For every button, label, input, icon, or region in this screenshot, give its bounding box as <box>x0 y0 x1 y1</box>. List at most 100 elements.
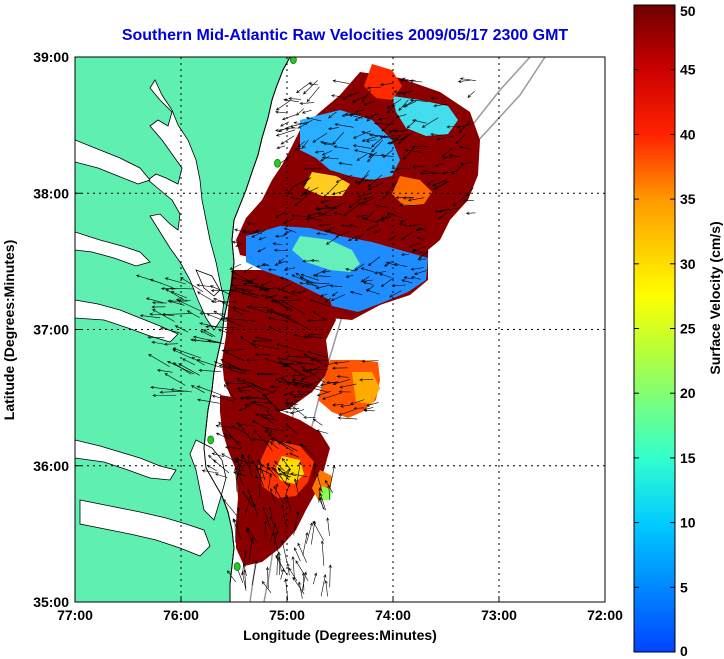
colorbar-tick-label: 15 <box>680 450 696 466</box>
velocity-arrow <box>324 229 340 235</box>
velocity-arrow <box>197 398 220 404</box>
velocity-arrow <box>410 267 424 271</box>
velocity-arrow <box>203 329 216 337</box>
velocity-arrow <box>270 523 277 543</box>
velocity-arrow <box>266 409 274 420</box>
velocity-arrow <box>324 580 328 597</box>
x-tick-label: 72:00 <box>587 607 623 623</box>
velocity-arrow <box>215 432 230 440</box>
colorbar-tick-label: 0 <box>680 643 688 659</box>
velocity-arrow <box>403 276 413 280</box>
velocity-arrow <box>254 353 271 357</box>
velocity-arrow <box>306 216 322 221</box>
velocity-arrow <box>248 537 254 562</box>
velocity-arrow <box>270 438 285 445</box>
velocity-arrow <box>299 101 315 105</box>
velocity-arrow <box>249 382 276 394</box>
velocity-arrow <box>234 228 242 232</box>
velocity-arrow <box>231 306 251 313</box>
velocity-arrow <box>277 556 281 576</box>
velocity-arrow <box>172 349 192 359</box>
velocity-arrow <box>340 224 353 228</box>
velocity-arrow <box>323 142 334 146</box>
velocity-arrow <box>275 483 279 495</box>
velocity-arrow <box>280 299 306 315</box>
velocity-arrow <box>349 399 365 405</box>
velocity-arrow <box>288 97 301 101</box>
velocity-arrow <box>269 308 298 324</box>
velocity-arrow <box>253 503 259 517</box>
velocity-arrow <box>269 487 276 505</box>
velocity-arrow <box>215 424 237 429</box>
velocity-arrow <box>303 415 316 419</box>
y-axis-label: Latitude (Degrees:Minutes) <box>1 240 17 420</box>
y-tick-label: 35:00 <box>33 594 69 610</box>
velocity-arrow <box>182 358 196 366</box>
velocity-arrow <box>410 276 421 280</box>
velocity-arrow <box>353 179 374 184</box>
velocity-arrow <box>177 300 205 313</box>
velocity-arrow <box>161 287 176 291</box>
velocity-arrow <box>163 342 178 346</box>
velocity-arrow <box>254 336 273 341</box>
radar-station-marker <box>207 435 215 445</box>
velocity-arrow <box>352 130 371 139</box>
velocity-arrow <box>296 461 302 487</box>
velocity-arrow <box>261 580 272 593</box>
velocity-arrow <box>286 382 308 387</box>
velocity-arrow <box>235 243 243 247</box>
velocity-arrow <box>246 222 255 226</box>
velocity-arrow <box>270 385 282 389</box>
velocity-arrow <box>274 234 285 238</box>
velocity-arrow <box>246 526 258 544</box>
velocity-arrow <box>302 532 309 556</box>
velocity-arrow <box>267 268 277 272</box>
velocity-arrow <box>368 152 378 158</box>
velocity-arrow <box>462 199 474 203</box>
velocity-arrow <box>282 218 294 225</box>
velocity-arrow <box>238 423 253 442</box>
velocity-arrow <box>149 278 172 288</box>
velocity-arrow <box>367 154 375 163</box>
velocity-arrow <box>268 326 282 333</box>
velocity-arrow <box>278 361 297 366</box>
colorbar-tick-label: 30 <box>680 256 696 272</box>
velocity-arrow <box>328 564 332 588</box>
velocity-arrow <box>152 393 177 397</box>
velocity-arrow <box>211 452 225 458</box>
velocity-arrow <box>264 430 275 435</box>
velocity-arrow <box>275 129 296 137</box>
velocity-arrow <box>283 230 292 236</box>
velocity-arrow <box>399 218 409 223</box>
velocity-arrow <box>338 390 351 394</box>
velocity-arrow <box>366 113 376 122</box>
velocity-arrow <box>321 150 333 156</box>
velocity-arrow <box>292 378 315 385</box>
velocity-arrow <box>242 283 274 290</box>
velocity-arrow <box>252 420 273 432</box>
velocity-arrow <box>261 263 270 267</box>
velocity-arrow <box>258 482 262 499</box>
velocity-arrow <box>386 99 402 109</box>
velocity-arrow <box>287 406 300 410</box>
velocity-arrow <box>251 437 275 443</box>
velocity-arrow <box>273 248 287 252</box>
velocity-arrow <box>196 385 222 396</box>
velocity-arrow <box>283 390 295 396</box>
velocity-arrow <box>446 125 459 129</box>
velocity-arrow <box>236 385 251 390</box>
velocity-arrow <box>233 518 237 543</box>
velocity-arrow <box>277 551 282 572</box>
velocity-arrow <box>399 78 416 82</box>
velocity-arrow <box>221 348 245 353</box>
velocity-arrow <box>266 309 285 318</box>
velocity-arrow <box>448 154 460 158</box>
velocity-arrow <box>306 333 324 337</box>
velocity-arrow <box>292 395 303 399</box>
velocity-arrow <box>343 204 359 217</box>
x-axis: 77:00 76:00 75:00 74:00 73:00 72:00 <box>57 596 623 623</box>
colorbar-tick-label: 50 <box>680 3 696 19</box>
velocity-arrow <box>380 153 394 158</box>
velocity-arrow <box>227 363 247 372</box>
velocity-arrow <box>275 127 295 132</box>
